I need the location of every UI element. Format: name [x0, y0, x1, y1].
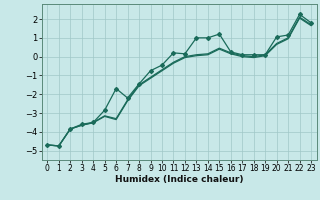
X-axis label: Humidex (Indice chaleur): Humidex (Indice chaleur) [115, 175, 244, 184]
